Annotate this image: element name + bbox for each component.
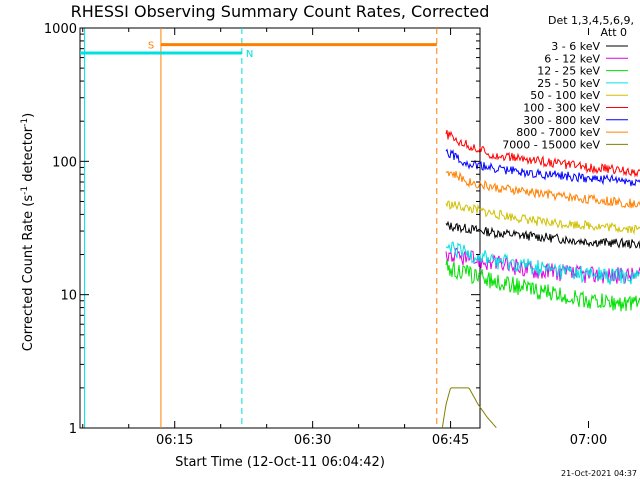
legend-label: 7000 - 15000 keV: [502, 138, 600, 151]
legend-label: 300 - 800 keV: [523, 114, 600, 127]
series-line: [445, 129, 640, 178]
legend-label: 6 - 12 keV: [544, 52, 600, 65]
legend-header: Det 1,3,4,5,6,9,: [548, 14, 634, 27]
y-axis-ticks: 1 10 100 1000: [44, 22, 480, 437]
y-tick-label: 100: [52, 155, 77, 170]
legend-label: 25 - 50 keV: [537, 77, 600, 90]
series-line: [445, 170, 640, 209]
x-tick-label: 06:15: [156, 433, 193, 448]
event-markers: SN: [80, 28, 438, 428]
legend-label: 3 - 6 keV: [551, 40, 600, 53]
plot-border: [79, 27, 481, 429]
legend-label: 12 - 25 keV: [537, 65, 600, 78]
series-line: [445, 220, 640, 249]
chart-title: RHESSI Observing Summary Count Rates, Co…: [71, 2, 490, 21]
x-axis-label: Start Time (12-Oct-11 06:04:42): [175, 455, 385, 470]
footer-timestamp: 21-Oct-2021 04:37: [561, 469, 637, 478]
series-line: [441, 387, 497, 429]
plot-frame: [79, 27, 481, 429]
series-line: [445, 241, 640, 285]
annotation-label: N: [246, 49, 253, 60]
y-tick-label: 1: [69, 422, 77, 437]
series-group: [441, 129, 640, 429]
y-tick-label: 10: [60, 289, 77, 304]
legend-label: 50 - 100 keV: [530, 89, 600, 102]
x-tick-label: 06:45: [432, 433, 469, 448]
y-tick-label: 1000: [44, 22, 77, 37]
series-line: [445, 148, 640, 187]
y-axis-label: Corrected Count Rate (s-1 detector-1): [20, 113, 36, 351]
legend-label: 100 - 300 keV: [523, 102, 600, 115]
series-line: [445, 259, 640, 312]
x-tick-label: 06:30: [294, 433, 331, 448]
legend-label: 800 - 7000 keV: [516, 126, 600, 139]
legend-header-att: Att 0: [601, 26, 627, 39]
x-tick-label: 07:00: [570, 433, 607, 448]
series-line: [445, 200, 640, 235]
annotation-label: S: [148, 41, 154, 52]
